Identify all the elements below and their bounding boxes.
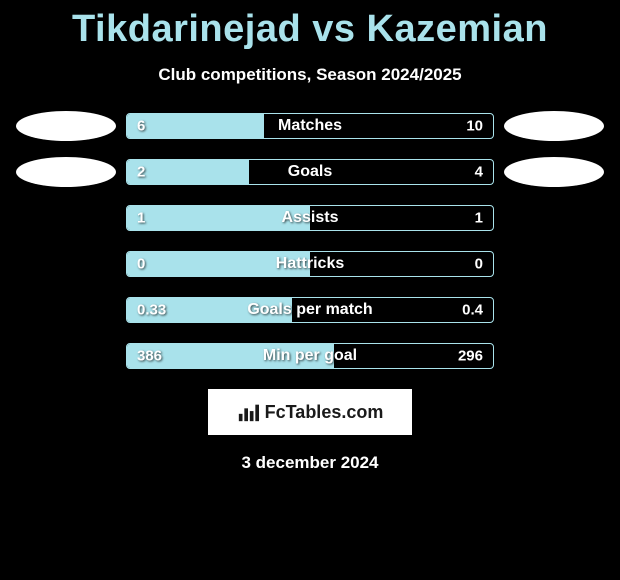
- stat-label: Goals per match: [247, 301, 372, 319]
- subtitle: Club competitions, Season 2024/2025: [0, 65, 620, 85]
- stat-row: 2 Goals 4: [0, 159, 620, 185]
- stat-left-value: 1: [137, 210, 145, 227]
- page-title: Tikdarinejad vs Kazemian: [0, 0, 620, 51]
- stat-right-value: 10: [466, 118, 483, 135]
- player-left-badge: [16, 157, 116, 187]
- stat-bar: 6 Matches 10: [126, 113, 494, 139]
- stat-right-value: 1: [475, 210, 483, 227]
- stat-left-value: 2: [137, 164, 145, 181]
- stat-left-value: 0: [137, 256, 145, 273]
- stat-row: 386 Min per goal 296: [0, 343, 620, 369]
- stat-row: 6 Matches 10: [0, 113, 620, 139]
- stat-row: 0 Hattricks 0: [0, 251, 620, 277]
- stat-label: Min per goal: [263, 347, 357, 365]
- brand-badge: FcTables.com: [208, 389, 412, 435]
- stat-right-value: 296: [458, 348, 483, 365]
- player-right-badge: [504, 157, 604, 187]
- player-right-badge: [504, 111, 604, 141]
- stat-label: Matches: [278, 117, 342, 135]
- stat-bar: 2 Goals 4: [126, 159, 494, 185]
- stat-right-value: 0.4: [462, 302, 483, 319]
- stat-bar: 0.33 Goals per match 0.4: [126, 297, 494, 323]
- player-left-badge: [16, 111, 116, 141]
- stat-right-value: 0: [475, 256, 483, 273]
- stat-label: Goals: [288, 163, 332, 181]
- bar-left-fill: [127, 114, 264, 138]
- stat-right-value: 4: [475, 164, 483, 181]
- stat-left-value: 386: [137, 348, 162, 365]
- chart-bars-icon: [237, 401, 259, 423]
- date-label: 3 december 2024: [0, 453, 620, 473]
- stat-label: Hattricks: [276, 255, 344, 273]
- brand-text: FcTables.com: [265, 402, 384, 423]
- stat-bar: 386 Min per goal 296: [126, 343, 494, 369]
- comparison-chart: 6 Matches 10 2 Goals 4 1 Assists 1 0 H: [0, 113, 620, 369]
- stat-label: Assists: [282, 209, 339, 227]
- stat-bar: 1 Assists 1: [126, 205, 494, 231]
- stat-left-value: 6: [137, 118, 145, 135]
- stat-bar: 0 Hattricks 0: [126, 251, 494, 277]
- stat-left-value: 0.33: [137, 302, 166, 319]
- stat-row: 0.33 Goals per match 0.4: [0, 297, 620, 323]
- stat-row: 1 Assists 1: [0, 205, 620, 231]
